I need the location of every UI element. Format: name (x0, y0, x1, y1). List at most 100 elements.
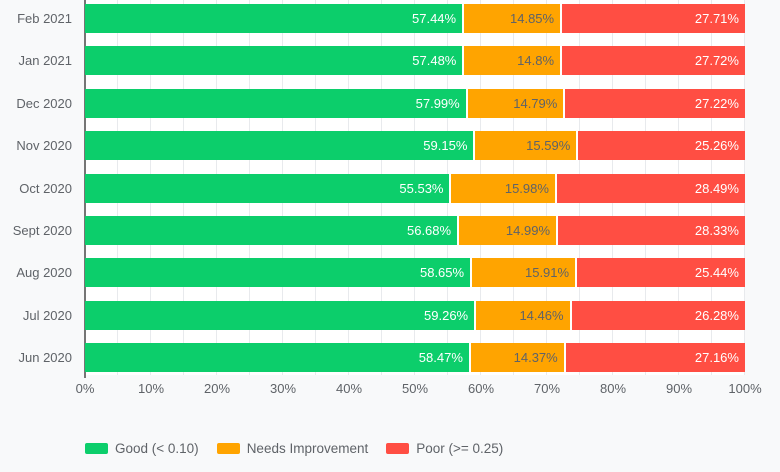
bar-segment-needs_improvement[interactable]: 14.46% (476, 300, 572, 330)
stacked-bar: 59.26% 14.46% 26.28% (85, 300, 745, 330)
x-tick-label: 30% (269, 381, 297, 396)
bar-value-label: 15.91% (524, 265, 570, 281)
bar-segment-poor[interactable]: 26.28% (571, 300, 745, 330)
bar-segment-good[interactable]: 57.99% (85, 88, 468, 118)
x-tick-label: 0% (75, 381, 95, 396)
legend-item-poor[interactable]: Poor (>= 0.25) (386, 441, 503, 456)
bar-segment-poor[interactable]: 27.16% (565, 343, 745, 372)
chart-row: Sept 2020 56.68% 14.99% 28.33% (0, 215, 745, 245)
bar-value-label: 25.44% (694, 265, 739, 281)
x-tick-label: 90% (665, 381, 693, 396)
bar-segment-good[interactable]: 59.26% (85, 300, 477, 330)
category-label: Oct 2020 (19, 180, 72, 196)
bar-value-label: 14.37% (513, 350, 558, 365)
stacked-bar: 56.68% 14.99% 28.33% (85, 215, 745, 245)
bar-value-label: 57.44% (412, 11, 457, 26)
category-label: Feb 2021 (17, 11, 72, 26)
bar-value-label: 27.16% (694, 350, 739, 365)
bar-segment-needs_improvement[interactable]: 14.8% (464, 46, 563, 76)
stacked-bar: 57.48% 14.8% 27.72% (85, 46, 745, 76)
bar-value-label: 27.71% (694, 11, 739, 26)
chart-row: Aug 2020 58.65% 15.91% 25.44% (0, 258, 745, 288)
bar-segment-needs_improvement[interactable]: 14.99% (459, 215, 558, 245)
bar-value-label: 14.79% (513, 95, 558, 111)
stacked-bar: 57.44% 14.85% 27.71% (85, 4, 745, 33)
bar-segment-needs_improvement[interactable]: 15.91% (472, 258, 578, 288)
x-tick-label: 80% (599, 381, 627, 396)
bar-value-label: 59.26% (424, 307, 469, 323)
category-label: Jul 2020 (22, 307, 72, 323)
chart-row: Jul 2020 59.26% 14.46% 26.28% (0, 300, 745, 330)
bar-segment-poor[interactable]: 27.72% (562, 46, 745, 76)
bar-segment-good[interactable]: 57.48% (85, 46, 465, 76)
legend-label: Needs Improvement (246, 441, 369, 456)
category-label: Jan 2021 (18, 53, 73, 69)
stacked-bar: 55.53% 15.98% 28.49% (85, 173, 745, 203)
legend-swatch-poor (386, 443, 410, 454)
bar-segment-good[interactable]: 55.53% (85, 173, 452, 203)
bar-segment-poor[interactable]: 28.33% (558, 215, 745, 245)
bar-value-label: 59.15% (423, 138, 468, 154)
chart-row: Oct 2020 55.53% 15.98% 28.49% (0, 173, 745, 203)
bar-value-label: 14.85% (510, 11, 555, 26)
bar-segment-good[interactable]: 59.15% (85, 131, 476, 161)
category-label: Jun 2020 (18, 350, 73, 365)
x-tick-label: 10% (137, 381, 165, 396)
stacked-bar: 58.65% 15.91% 25.44% (85, 258, 745, 288)
bar-segment-needs_improvement[interactable]: 15.98% (451, 173, 557, 203)
bar-segment-poor[interactable]: 27.22% (565, 88, 745, 118)
bar-value-label: 15.59% (526, 138, 571, 154)
x-tick-label: 50% (401, 381, 429, 396)
bar-segment-needs_improvement[interactable]: 14.79% (467, 88, 566, 118)
bar-value-label: 28.49% (694, 180, 739, 196)
bar-value-label: 14.46% (519, 307, 564, 323)
bar-rows: Feb 2021 57.44% 14.85% 27.71% Jan 2021 57.48%… (0, 4, 745, 372)
chart-row: Dec 2020 57.99% 14.79% 27.22% (0, 88, 745, 118)
bar-segment-good[interactable]: 56.68% (85, 215, 460, 245)
legend-item-good[interactable]: Good (< 0.10) (85, 441, 199, 456)
category-label: Nov 2020 (16, 138, 72, 154)
x-axis: 0% 10% 20% 30% 40% 50% 60% 70% 80% 90% 100% (0, 381, 780, 397)
chart-row: Jun 2020 58.47% 14.37% 27.16% (0, 343, 745, 372)
bar-value-label: 27.22% (694, 95, 739, 111)
category-label: Aug 2020 (16, 265, 72, 281)
bar-value-label: 26.28% (694, 307, 739, 323)
bar-segment-good[interactable]: 57.44% (85, 4, 465, 33)
category-label: Sept 2020 (12, 222, 72, 238)
bar-value-label: 55.53% (399, 180, 444, 196)
legend-item-needs_improvement[interactable]: Needs Improvement (216, 441, 369, 456)
bar-value-label: 57.48% (412, 53, 457, 69)
legend-label: Good (< 0.10) (115, 441, 199, 456)
bar-value-label: 57.99% (415, 95, 460, 111)
bar-segment-poor[interactable]: 28.49% (556, 173, 745, 203)
legend-swatch-needs_improvement (216, 443, 240, 454)
bar-value-label: 58.47% (418, 350, 463, 365)
x-tick-label: 20% (203, 381, 231, 396)
bar-value-label: 58.65% (419, 265, 465, 281)
legend-swatch-good (85, 443, 108, 454)
stacked-bar: 57.99% 14.79% 27.22% (85, 88, 745, 118)
chart-row: Jan 2021 57.48% 14.8% 27.72% (0, 46, 745, 76)
bar-segment-poor[interactable]: 27.71% (562, 4, 745, 33)
bar-segment-needs_improvement[interactable]: 14.37% (470, 343, 566, 372)
stacked-bar: 58.47% 14.37% 27.16% (85, 343, 745, 372)
bar-value-label: 14.8% (517, 53, 555, 69)
x-tick-label: 40% (335, 381, 363, 396)
legend-label: Poor (>= 0.25) (416, 441, 504, 456)
bar-segment-good[interactable]: 58.65% (85, 258, 473, 288)
bar-value-label: 15.98% (504, 180, 549, 196)
category-label: Dec 2020 (16, 95, 72, 111)
bar-segment-good[interactable]: 58.47% (85, 343, 471, 372)
bar-segment-poor[interactable]: 25.44% (577, 258, 745, 288)
bar-value-label: 27.72% (694, 53, 739, 69)
bar-segment-needs_improvement[interactable]: 14.85% (464, 4, 563, 33)
chart-row: Feb 2021 57.44% 14.85% 27.71% (0, 4, 745, 33)
x-tick-label: 60% (467, 381, 495, 396)
bar-value-label: 28.33% (694, 222, 739, 238)
chart-row: Nov 2020 59.15% 15.59% 25.26% (0, 131, 745, 161)
stacked-bar: 59.15% 15.59% 25.26% (85, 131, 745, 161)
bar-value-label: 56.68% (406, 222, 452, 238)
bar-segment-needs_improvement[interactable]: 15.59% (475, 131, 579, 161)
bar-segment-poor[interactable]: 25.26% (578, 131, 745, 161)
